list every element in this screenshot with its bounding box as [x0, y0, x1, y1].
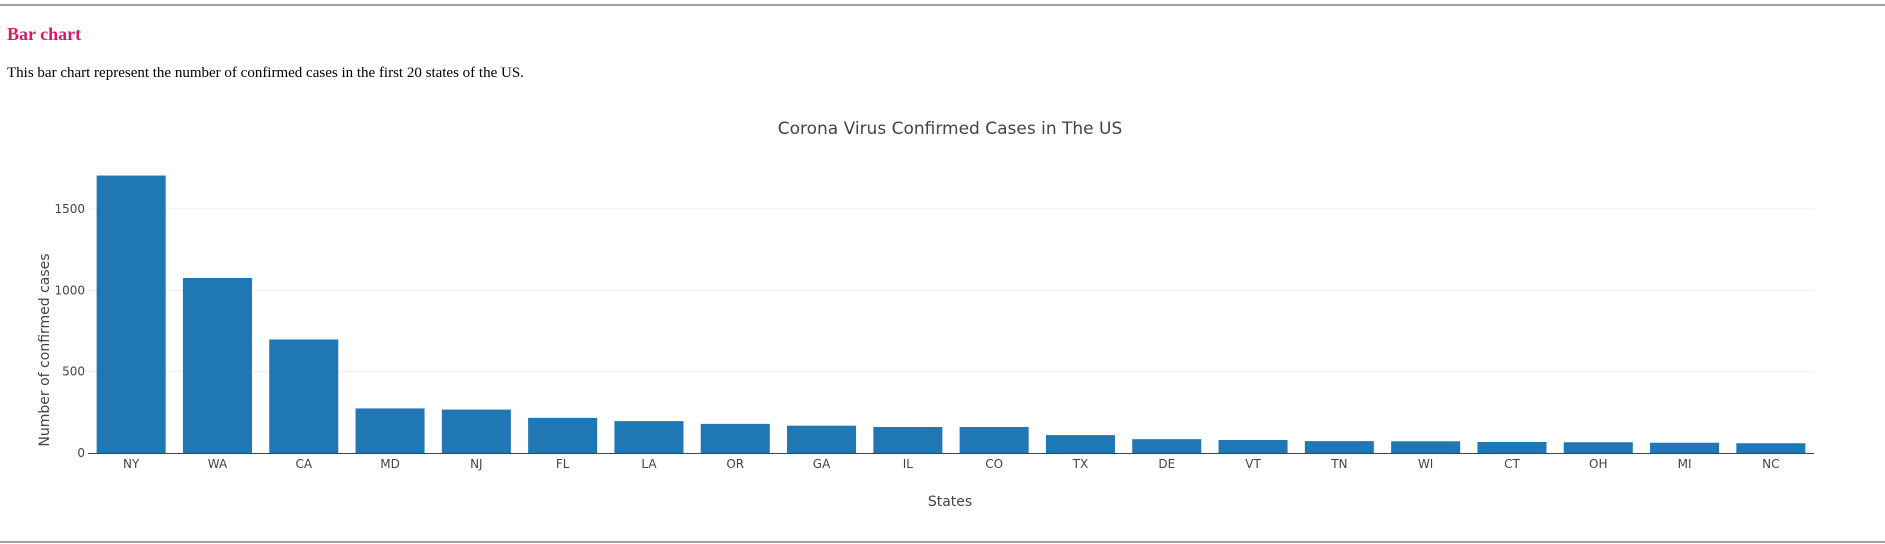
bar-tn[interactable] [1304, 441, 1374, 453]
y-tick-label: 0 [77, 446, 85, 460]
y-tick-label: 500 [62, 365, 85, 379]
x-tick-label: TX [1072, 457, 1089, 471]
bar-ct[interactable] [1477, 441, 1547, 453]
bar-ga[interactable] [787, 425, 857, 453]
bar-nj[interactable] [441, 409, 511, 453]
bar-wa[interactable] [182, 278, 252, 453]
bars[interactable] [96, 175, 1806, 453]
bar-co[interactable] [959, 426, 1029, 453]
x-tick-labels: NY WA CA MD NJ FL LA OR GA IL CO TX DE VT TN WI CT OH MI NC [123, 457, 1780, 471]
x-tick-label: NY [123, 457, 140, 471]
bar-vt[interactable] [1218, 439, 1288, 453]
x-tick-label: GA [813, 457, 831, 471]
x-tick-label: MI [1678, 457, 1692, 471]
bar-tx[interactable] [1045, 435, 1115, 453]
x-tick-label: LA [641, 457, 657, 471]
bar-il[interactable] [873, 426, 943, 453]
x-tick-label: TN [1330, 457, 1347, 471]
y-tick-labels: 0 500 1000 1500 [54, 202, 85, 460]
y-axis-label: Number of confirmed cases [37, 253, 53, 446]
top-divider [0, 4, 1885, 6]
bar-mi[interactable] [1650, 442, 1720, 453]
bar-chart: Corona Virus Confirmed Cases in The US 0… [37, 119, 1814, 510]
x-tick-label: WA [208, 457, 228, 471]
bar-oh[interactable] [1563, 442, 1633, 453]
bar-or[interactable] [700, 423, 770, 453]
bar-ca[interactable] [269, 339, 339, 453]
x-tick-label: IL [903, 457, 914, 471]
x-tick-label: CA [295, 457, 312, 471]
grid-lines [88, 208, 1814, 373]
bar-fl[interactable] [528, 417, 598, 453]
chart-title: Corona Virus Confirmed Cases in The US [778, 119, 1123, 139]
bottom-divider [0, 541, 1885, 543]
x-axis-label: States [928, 494, 972, 510]
bar-md[interactable] [355, 408, 425, 453]
x-tick-label: VT [1245, 457, 1261, 471]
x-tick-label: OH [1589, 457, 1607, 471]
x-tick-label: FL [556, 457, 570, 471]
y-tick-label: 1000 [54, 283, 85, 297]
y-tick-label: 1500 [54, 202, 85, 216]
x-tick-label: CO [985, 457, 1003, 471]
section-description: This bar chart represent the number of c… [7, 65, 524, 81]
x-tick-label: CT [1504, 457, 1520, 471]
bar-ny[interactable] [96, 175, 166, 453]
x-tick-label: NC [1762, 457, 1779, 471]
x-tick-label: WI [1418, 457, 1433, 471]
bar-nc[interactable] [1736, 443, 1806, 453]
bar-de[interactable] [1132, 439, 1202, 453]
x-tick-label: NJ [470, 457, 483, 471]
bar-la[interactable] [614, 421, 684, 453]
x-tick-label: DE [1158, 457, 1175, 471]
section-title: Bar chart [7, 24, 82, 44]
x-tick-label: OR [726, 457, 744, 471]
bar-wi[interactable] [1391, 441, 1461, 453]
x-tick-label: MD [380, 457, 400, 471]
